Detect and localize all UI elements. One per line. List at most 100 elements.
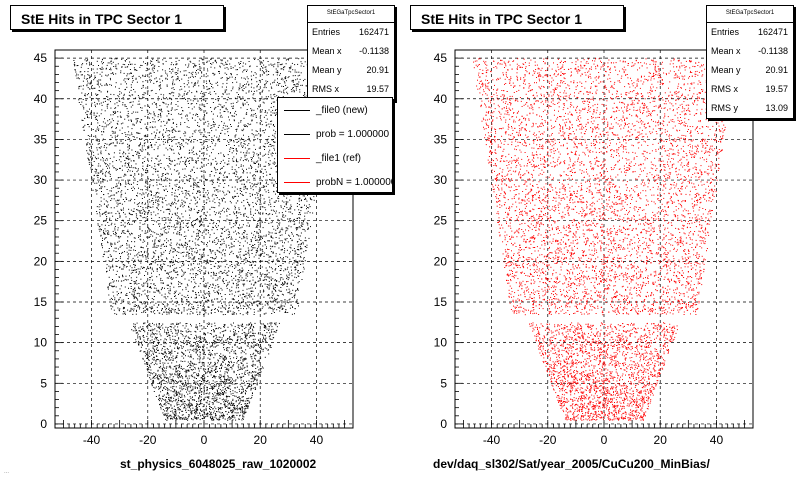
data-point bbox=[268, 141, 270, 143]
data-point bbox=[196, 235, 198, 237]
data-point bbox=[204, 311, 206, 313]
data-point bbox=[217, 309, 218, 311]
data-point bbox=[220, 228, 222, 230]
data-point bbox=[188, 305, 190, 307]
data-point bbox=[233, 231, 235, 233]
data-point bbox=[147, 282, 149, 284]
data-point bbox=[276, 165, 278, 167]
data-point bbox=[293, 218, 295, 220]
data-point bbox=[215, 244, 217, 245]
data-point bbox=[102, 180, 104, 182]
data-point bbox=[120, 83, 122, 85]
data-point bbox=[266, 74, 268, 76]
data-point bbox=[168, 308, 170, 310]
data-point bbox=[120, 161, 122, 163]
data-point bbox=[129, 134, 131, 136]
data-point bbox=[178, 293, 179, 295]
data-point bbox=[120, 208, 122, 210]
data-point bbox=[123, 98, 125, 100]
data-point bbox=[241, 145, 243, 147]
data-point bbox=[243, 235, 245, 237]
data-point bbox=[148, 228, 150, 229]
data-point bbox=[234, 312, 236, 314]
data-point bbox=[185, 255, 187, 257]
data-point bbox=[147, 248, 149, 249]
data-point bbox=[220, 271, 222, 273]
data-point bbox=[248, 250, 250, 252]
data-point bbox=[179, 244, 181, 246]
data-point bbox=[100, 197, 102, 199]
data-point bbox=[137, 304, 139, 306]
data-point bbox=[236, 263, 238, 265]
data-point bbox=[189, 217, 191, 219]
data-point bbox=[172, 270, 174, 272]
data-point bbox=[149, 267, 151, 269]
data-point bbox=[170, 113, 172, 115]
data-point bbox=[208, 287, 210, 289]
data-point bbox=[171, 149, 173, 151]
data-point bbox=[142, 285, 144, 287]
data-point bbox=[97, 99, 99, 101]
data-point bbox=[134, 167, 136, 169]
data-point bbox=[98, 163, 100, 165]
data-point bbox=[111, 194, 113, 196]
data-point bbox=[255, 226, 257, 228]
data-point bbox=[138, 295, 140, 297]
data-point bbox=[237, 269, 239, 271]
data-point bbox=[158, 66, 160, 67]
data-point bbox=[246, 308, 248, 310]
data-point bbox=[109, 157, 111, 159]
data-point bbox=[134, 304, 136, 306]
data-point bbox=[226, 77, 228, 79]
data-point bbox=[188, 107, 190, 108]
data-point bbox=[117, 116, 119, 118]
data-point bbox=[269, 160, 271, 162]
data-point bbox=[159, 267, 161, 269]
data-point bbox=[169, 271, 171, 273]
data-point bbox=[197, 219, 199, 221]
data-point bbox=[253, 301, 255, 303]
data-point bbox=[302, 195, 304, 197]
data-point bbox=[84, 71, 86, 73]
data-point bbox=[114, 242, 116, 244]
data-point bbox=[93, 174, 95, 176]
data-point bbox=[118, 177, 120, 178]
data-point bbox=[171, 213, 173, 215]
data-point bbox=[184, 131, 186, 133]
data-point bbox=[157, 255, 159, 257]
data-point bbox=[107, 232, 108, 234]
data-point bbox=[191, 254, 193, 256]
data-point bbox=[287, 209, 289, 210]
data-point bbox=[163, 136, 165, 137]
data-point bbox=[299, 214, 301, 216]
data-point bbox=[294, 269, 296, 271]
data-point bbox=[183, 244, 185, 246]
data-point bbox=[112, 258, 114, 260]
data-point bbox=[239, 98, 241, 100]
data-point bbox=[261, 65, 262, 67]
data-point bbox=[265, 219, 267, 221]
data-point bbox=[266, 142, 268, 144]
data-point bbox=[192, 159, 194, 161]
data-point bbox=[190, 296, 192, 298]
data-point bbox=[279, 234, 281, 236]
data-point bbox=[287, 277, 289, 279]
data-point bbox=[239, 189, 241, 191]
data-point bbox=[132, 257, 134, 259]
data-point bbox=[123, 72, 125, 74]
data-point bbox=[249, 148, 251, 150]
data-point bbox=[128, 152, 130, 154]
data-point bbox=[150, 277, 152, 279]
data-point bbox=[273, 308, 275, 310]
data-point bbox=[193, 76, 194, 78]
data-point bbox=[270, 86, 272, 88]
data-point bbox=[196, 233, 198, 235]
data-point bbox=[157, 114, 159, 116]
data-point bbox=[118, 199, 120, 201]
data-point bbox=[168, 228, 170, 230]
data-point bbox=[155, 103, 157, 104]
data-point bbox=[157, 264, 159, 266]
data-point bbox=[89, 96, 91, 98]
data-point bbox=[230, 66, 232, 68]
data-point bbox=[204, 131, 206, 133]
